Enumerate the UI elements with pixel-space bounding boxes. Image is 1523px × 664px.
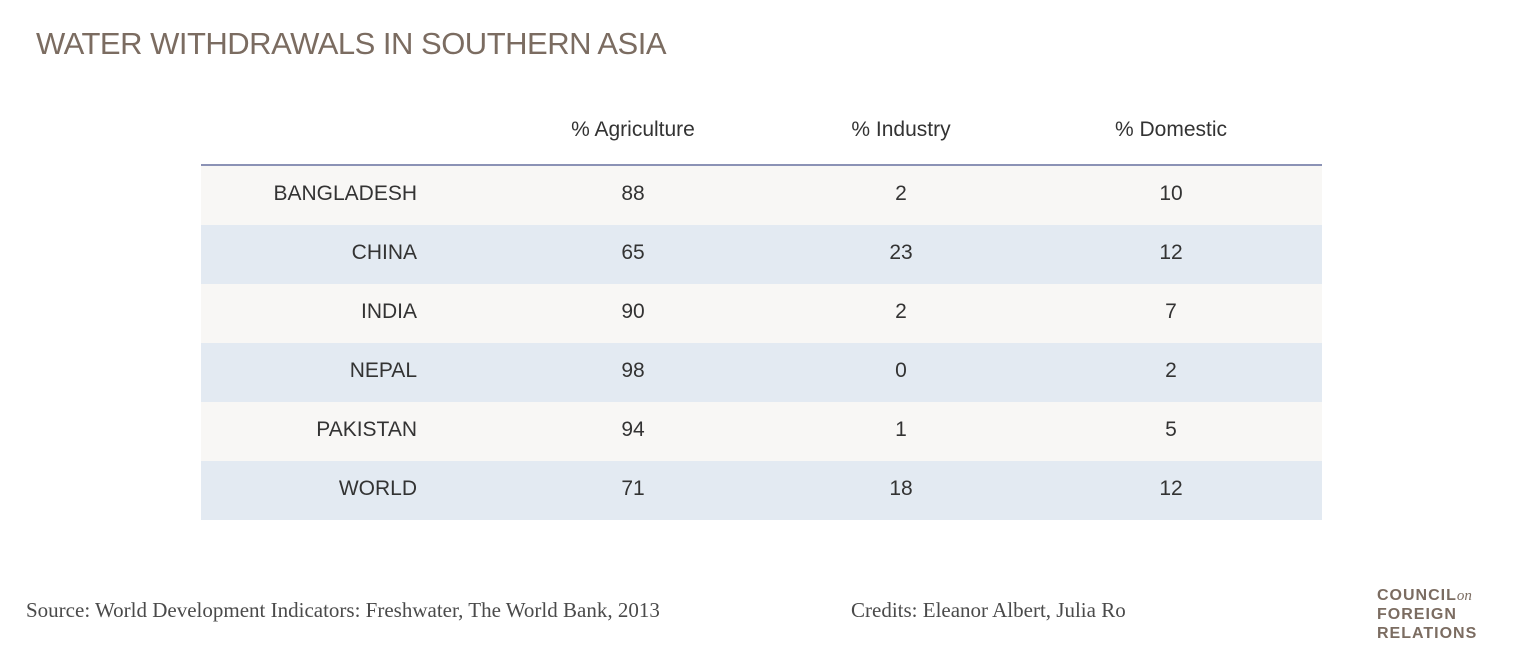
logo-line-1: COUNCILon: [1377, 586, 1472, 606]
table-cell: 10: [1159, 182, 1183, 205]
table-row: INDIA 90 2 7: [201, 284, 1322, 343]
table-header-row: % Agriculture % Industry % Domestic: [201, 104, 1322, 166]
credits-note: Credits: Eleanor Albert, Julia Ro: [851, 598, 1126, 622]
logo-word-on: on: [1456, 588, 1472, 604]
table-cell: 12: [1159, 477, 1183, 500]
row-label: BANGLADESH: [273, 182, 417, 205]
table-cell: 5: [1165, 418, 1177, 441]
table-cell: 71: [621, 477, 645, 500]
table-cell: 2: [1165, 359, 1177, 382]
row-label: PAKISTAN: [316, 418, 417, 441]
logo-word-council: COUNCIL: [1377, 587, 1457, 604]
table-cell: 1: [895, 418, 907, 441]
table-cell: 2: [895, 182, 907, 205]
page-title: WATER WITHDRAWALS IN SOUTHERN ASIA: [36, 26, 667, 61]
table-cell: 90: [621, 300, 645, 323]
table-cell: 98: [621, 359, 645, 382]
table-cell: 18: [889, 477, 913, 500]
table-cell: 7: [1165, 300, 1177, 323]
row-label: CHINA: [351, 241, 417, 264]
table-row: CHINA 65 23 12: [201, 225, 1322, 284]
row-label: INDIA: [360, 300, 417, 323]
table-cell: 65: [621, 241, 645, 264]
logo-line-3: RELATIONS: [1377, 625, 1478, 642]
table-cell: 2: [895, 300, 907, 323]
table-row: PAKISTAN 94 1 5: [201, 402, 1322, 461]
table-cell: 0: [895, 359, 907, 382]
table-row: WORLD 71 18 12: [201, 461, 1322, 520]
column-header-agriculture: % Agriculture: [571, 118, 695, 141]
table-cell: 23: [889, 241, 913, 264]
logo-line-2: FOREIGN: [1377, 606, 1457, 623]
column-header-industry: % Industry: [851, 118, 951, 141]
row-label: WORLD: [338, 477, 417, 500]
row-label: NEPAL: [349, 359, 417, 382]
table-cell: 94: [621, 418, 645, 441]
source-note: Source: World Development Indicators: Fr…: [26, 598, 660, 622]
column-header-domestic: % Domestic: [1114, 118, 1228, 141]
cfr-logo: COUNCILon FOREIGN RELATIONS: [1377, 586, 1497, 644]
table-row: NEPAL 98 0 2: [201, 343, 1322, 402]
table-cell: 12: [1159, 241, 1183, 264]
data-table: % Agriculture % Industry % Domestic BANG…: [201, 104, 1322, 520]
table-cell: 88: [621, 182, 645, 205]
table-row: BANGLADESH 88 2 10: [201, 166, 1322, 225]
